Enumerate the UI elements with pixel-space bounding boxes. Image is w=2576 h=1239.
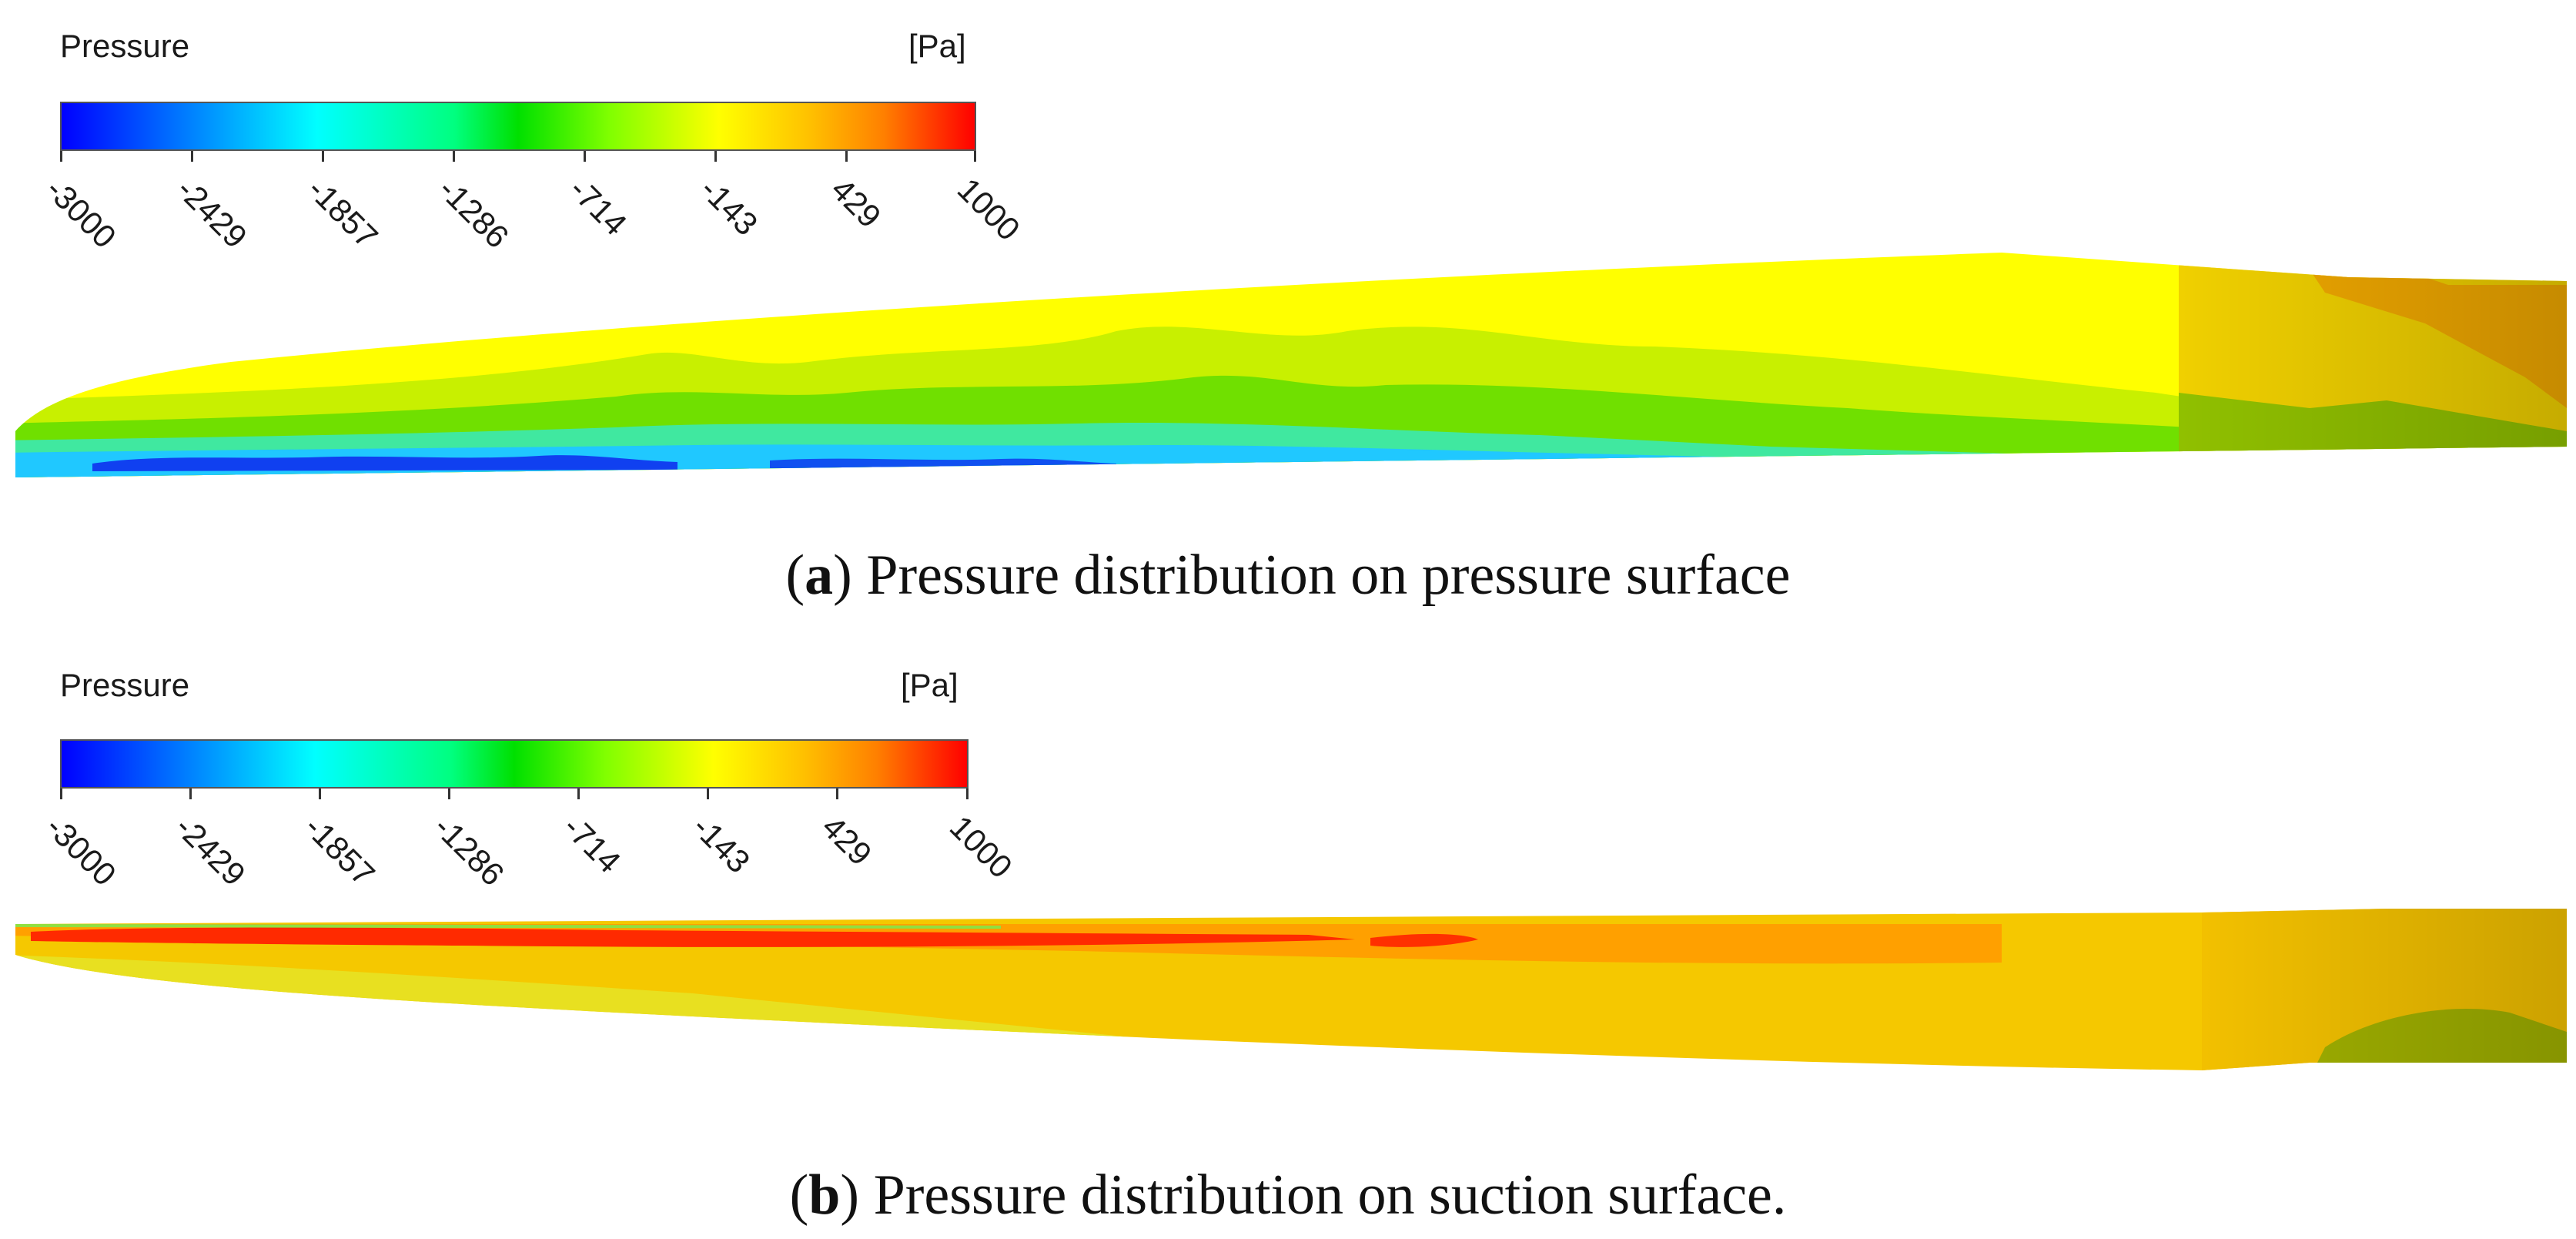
- caption-b: (b) Pressure distribution on suction sur…: [789, 1164, 1787, 1227]
- tick-label: 1000: [942, 809, 1020, 886]
- legend-unit: [Pa]: [908, 28, 966, 64]
- tick-mark: [191, 151, 193, 162]
- tick-mark: [577, 789, 580, 799]
- tick-label: 1000: [950, 171, 1028, 248]
- tick-mark: [584, 151, 586, 162]
- legend-title: Pressure: [60, 667, 190, 703]
- tick-mark: [707, 789, 709, 799]
- tick-label: -714: [556, 809, 628, 880]
- legend-unit: [Pa]: [901, 667, 958, 703]
- colorbar: [60, 102, 976, 151]
- tick-mark: [966, 789, 969, 799]
- tick-label: -143: [693, 171, 765, 243]
- panel-pressure-surface: Pressure [Pa] -3000 -2429 -1857 -1286 -7…: [0, 0, 2576, 616]
- tick-label: 429: [815, 809, 879, 872]
- tick-mark: [60, 789, 62, 799]
- tick-mark: [322, 151, 324, 162]
- tick-mark: [453, 151, 455, 162]
- caption-text: Pressure distribution on pressure surfac…: [866, 544, 1791, 607]
- caption-a: (a) Pressure distribution on pressure su…: [785, 544, 1791, 607]
- tick-mark: [845, 151, 848, 162]
- caption-letter: a: [805, 544, 834, 607]
- caption-letter: b: [808, 1164, 841, 1227]
- tick-label: 429: [824, 171, 888, 235]
- tick-mark: [448, 789, 450, 799]
- tick-mark: [836, 789, 838, 799]
- tick-mark: [974, 151, 976, 162]
- legend-title: Pressure: [60, 28, 190, 64]
- colorbar: [60, 739, 969, 789]
- tick-mark: [319, 789, 321, 799]
- tick-label: -143: [685, 809, 758, 880]
- tick-mark: [60, 151, 62, 162]
- tick-label: -714: [562, 171, 634, 243]
- blade-contour-pressure-surface: [15, 253, 2567, 477]
- tick-mark: [189, 789, 192, 799]
- tick-mark: [714, 151, 717, 162]
- blade-contour-suction-surface: [15, 909, 2567, 1070]
- caption-text: Pressure distribution on suction surface…: [873, 1164, 1787, 1227]
- panel-suction-surface: Pressure [Pa] -3000 -2429 -1857 -1286 -7…: [0, 631, 2576, 1239]
